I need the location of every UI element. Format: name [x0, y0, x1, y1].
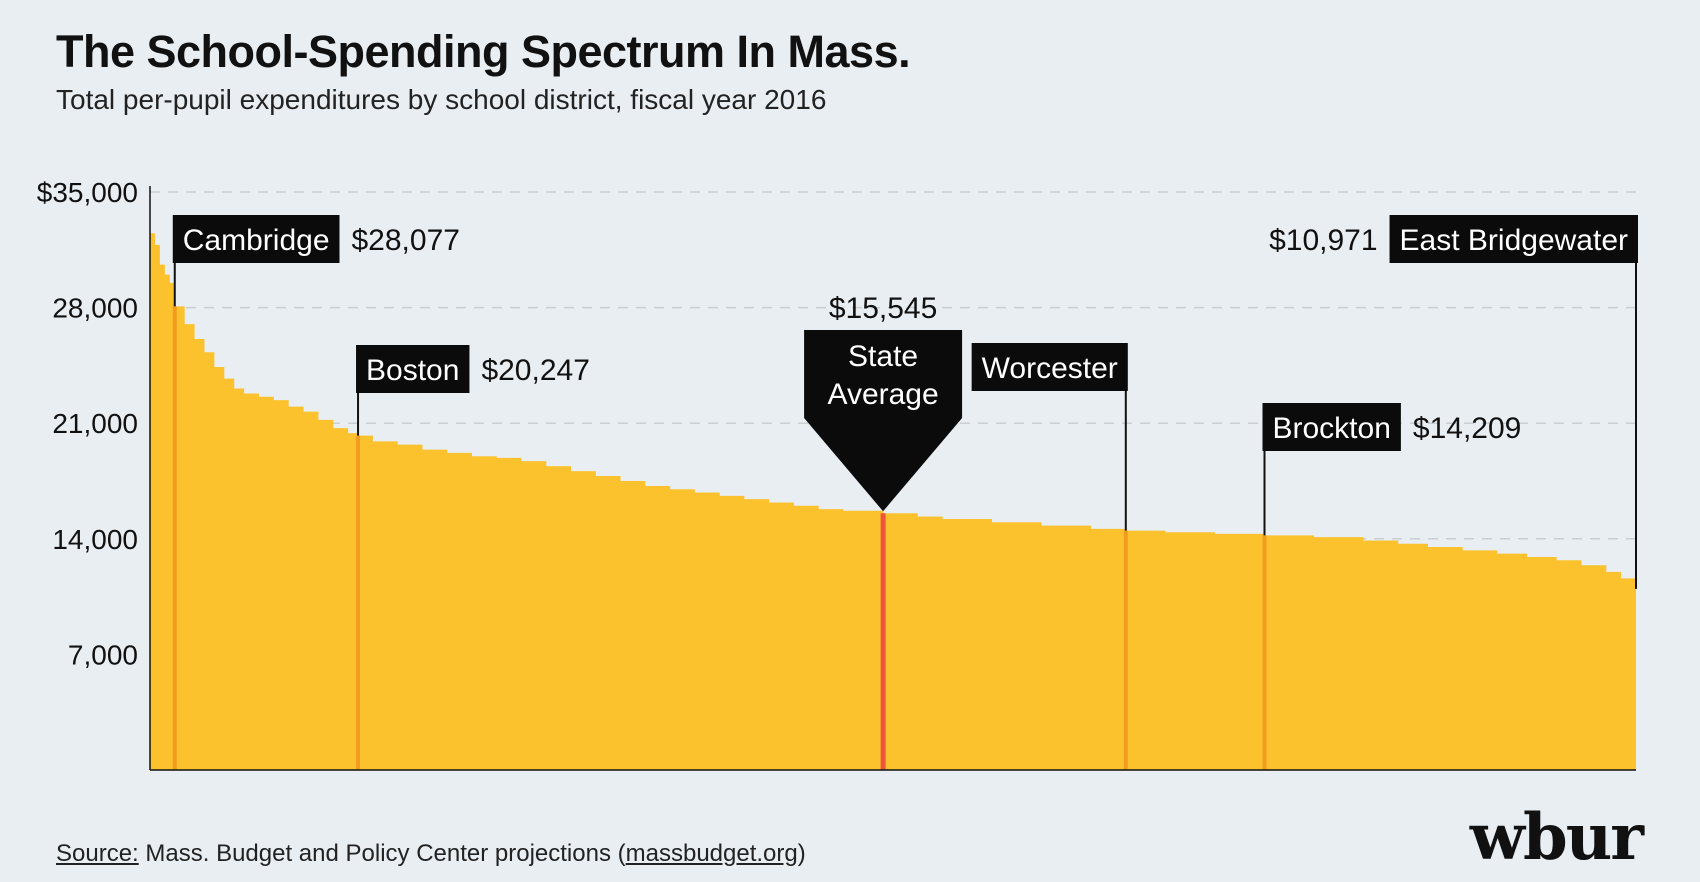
district-name: Boston: [366, 354, 459, 387]
district-label-box: [1389, 215, 1638, 263]
area-layer: [150, 233, 1636, 771]
district-label-box: [356, 345, 470, 393]
district-value: $14,209: [1413, 412, 1521, 445]
chart-subtitle: Total per-pupil expenditures by school d…: [56, 84, 827, 115]
chart-title: The School-Spending Spectrum In Mass.: [56, 26, 911, 77]
annotations: Cambridge $28,077 Boston $20,247 Worcester $1…: [172, 215, 1638, 589]
district-name: Cambridge: [183, 224, 330, 257]
y-tick-label: 14,000: [52, 524, 138, 555]
source-link[interactable]: massbudget.org: [625, 840, 798, 867]
average-label-line1: State: [848, 340, 918, 373]
district-name: Brockton: [1273, 412, 1391, 445]
y-tick-label: $35,000: [37, 177, 138, 208]
average-value: $15,545: [829, 292, 937, 325]
average-label-line2: Average: [827, 378, 938, 411]
district-name: Worcester: [982, 352, 1118, 385]
y-tick-label: 7,000: [68, 639, 138, 670]
spending-chart: 7,000 14,000 21,000 28,000 $35,000 Cambridge…: [37, 177, 1638, 771]
y-axis: 7,000 14,000 21,000 28,000 $35,000: [37, 177, 1636, 771]
y-tick-label: 28,000: [52, 293, 138, 324]
source-note: Source: Mass. Budget and Policy Center p…: [56, 840, 806, 868]
source-text: Mass. Budget and Policy Center projectio…: [138, 840, 626, 867]
district-value: $28,077: [352, 224, 460, 257]
district-name: East Bridgewater: [1400, 224, 1628, 257]
y-tick-label: 21,000: [52, 408, 138, 439]
source-label: Source:: [56, 840, 139, 867]
district-value: $10,971: [1269, 224, 1377, 257]
district-label-box: [172, 215, 340, 263]
wbur-logo: wbur: [1469, 800, 1644, 875]
district-value: $20,247: [481, 354, 589, 387]
district-label-box: [971, 343, 1128, 391]
source-text-end: ): [797, 840, 806, 867]
district-label-box: [1262, 403, 1401, 451]
average-marker: [804, 330, 963, 512]
